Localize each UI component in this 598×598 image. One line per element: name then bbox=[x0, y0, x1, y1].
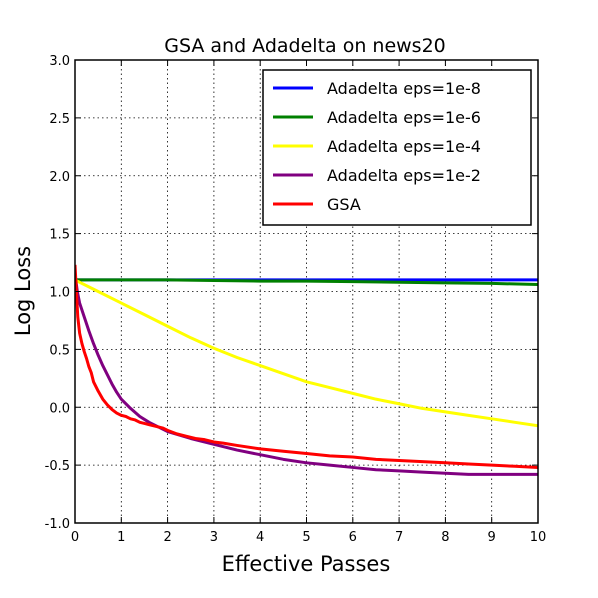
series-line-5 bbox=[75, 264, 538, 469]
x-tick-label: 1 bbox=[117, 530, 125, 545]
legend-label: Adadelta eps=1e-4 bbox=[327, 137, 481, 156]
legend: Adadelta eps=1e-8 Adadelta eps=1e-6 Adadel… bbox=[262, 69, 532, 226]
x-axis-title: Effective Passes bbox=[222, 552, 391, 576]
legend-label: Adadelta eps=1e-2 bbox=[327, 166, 481, 185]
y-tick-label: 1.0 bbox=[49, 286, 70, 301]
plot-area bbox=[75, 264, 538, 476]
y-tick-label: 1.5 bbox=[49, 228, 70, 243]
y-tick-label: 0.5 bbox=[49, 343, 70, 358]
legend-label: Adadelta eps=1e-6 bbox=[327, 108, 481, 127]
x-tick-label: 2 bbox=[163, 530, 171, 545]
x-tick-label: 6 bbox=[349, 530, 357, 545]
y-tick-label: 3.0 bbox=[49, 54, 70, 69]
y-tick-label: -1.0 bbox=[45, 517, 70, 532]
legend-label: Adadelta eps=1e-8 bbox=[327, 79, 481, 98]
x-tick-label: 7 bbox=[395, 530, 403, 545]
x-tick-label: 0 bbox=[71, 530, 79, 545]
y-axis-title: Log Loss bbox=[11, 246, 35, 336]
y-tick-label: 0.0 bbox=[49, 401, 70, 416]
axis-ticks: 0 1 2 3 4 5 6 7 8 9 10 -1.0 -0.5 0.0 0.5 1.0 1.5 2.0 2.5 3.… bbox=[45, 54, 547, 545]
y-tick-label: 2.5 bbox=[49, 112, 70, 127]
series-line-3 bbox=[75, 278, 538, 428]
y-tick-label: 2.0 bbox=[49, 170, 70, 185]
legend-label: GSA bbox=[327, 195, 361, 214]
x-tick-label: 8 bbox=[441, 530, 449, 545]
series-line-2 bbox=[75, 278, 538, 287]
chart-title: GSA and Adadelta on news20 bbox=[164, 35, 446, 57]
x-tick-label: 3 bbox=[210, 530, 218, 545]
x-tick-label: 5 bbox=[302, 530, 310, 545]
y-tick-label: -0.5 bbox=[45, 459, 70, 474]
x-tick-label: 10 bbox=[530, 530, 547, 545]
x-tick-label: 4 bbox=[256, 530, 264, 545]
x-tick-label: 9 bbox=[488, 530, 496, 545]
